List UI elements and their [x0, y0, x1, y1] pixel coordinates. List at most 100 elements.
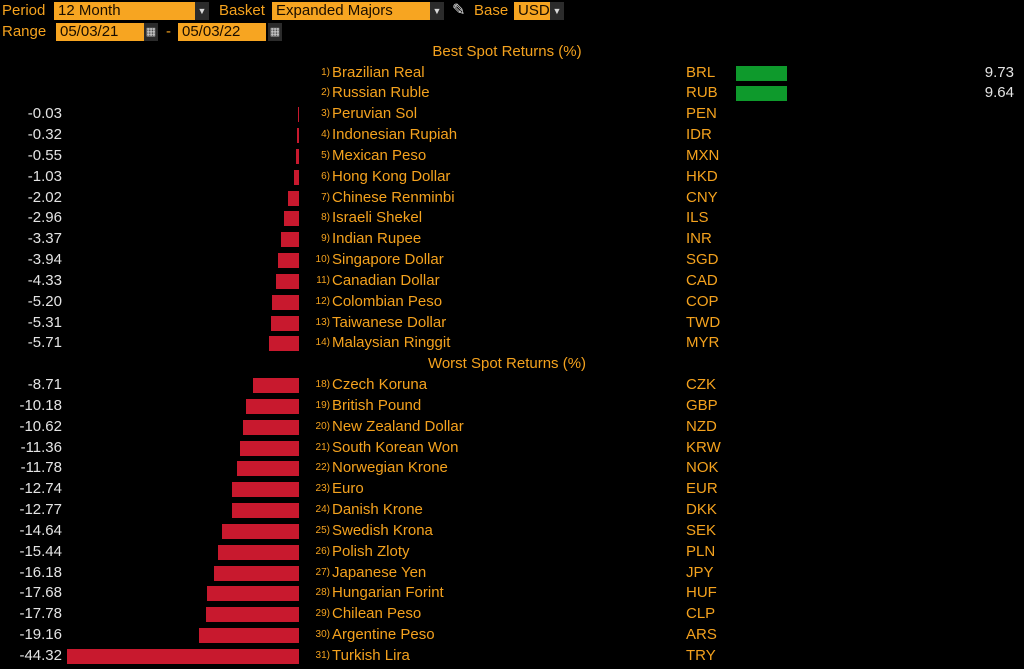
positive-return-bar	[736, 86, 787, 102]
rank-number: 27)	[315, 566, 330, 578]
currency-name[interactable]: Indian Rupee	[332, 230, 422, 248]
range-end-input[interactable]: 05/03/22	[178, 23, 266, 41]
currency-row[interactable]: 9.64 2) Russian Ruble RUB	[0, 83, 1024, 103]
currency-code: MYR	[686, 334, 720, 352]
rank-number: 19)	[315, 399, 330, 411]
currency-name[interactable]: Chilean Peso	[332, 605, 422, 623]
negative-return-bar	[293, 169, 299, 185]
currency-row[interactable]: -3.94 10) Singapore Dollar SGD	[0, 250, 1024, 270]
currency-row[interactable]: -8.71 18) Czech Koruna CZK	[0, 375, 1024, 395]
currency-name[interactable]: Taiwanese Dollar	[332, 313, 447, 331]
currency-row[interactable]: -5.71 14) Malaysian Ringgit MYR	[0, 333, 1024, 353]
currency-name[interactable]: Czech Koruna	[332, 376, 428, 393]
return-value-label: -3.37	[27, 230, 62, 248]
base-dropdown-icon[interactable]: ▼	[550, 2, 564, 20]
currency-row[interactable]: -14.64 25) Swedish Krona SEK	[0, 521, 1024, 541]
currency-row[interactable]: -0.03 3) Peruvian Sol PEN	[0, 104, 1024, 124]
currency-row[interactable]: -0.55 5) Mexican Peso MXN	[0, 146, 1024, 166]
currency-row[interactable]: -11.78 22) Norwegian Krone NOK	[0, 458, 1024, 478]
rank-number: 4)	[321, 129, 330, 140]
currency-row[interactable]: -17.68 28) Hungarian Forint HUF	[0, 583, 1024, 603]
currency-code: NZD	[686, 417, 717, 435]
currency-row[interactable]: -44.32 31) Turkish Lira TRY	[0, 646, 1024, 666]
currency-row[interactable]: -2.02 7) Chinese Renminbi CNY	[0, 188, 1024, 208]
currency-row[interactable]: -10.62 20) New Zealand Dollar NZD	[0, 417, 1024, 437]
rank-number: 30)	[315, 629, 330, 640]
return-value-label: 9.73	[984, 63, 1014, 81]
return-value-label: -10.62	[19, 417, 62, 435]
currency-code: CNY	[686, 188, 718, 206]
currency-code: JPY	[686, 563, 714, 581]
currency-row[interactable]: -2.96 8) Israeli Shekel ILS	[0, 208, 1024, 228]
edit-pencil-icon[interactable]: ✎	[452, 2, 466, 19]
currency-row[interactable]: -0.32 4) Indonesian Rupiah IDR	[0, 125, 1024, 145]
currency-name[interactable]: Norwegian Krone	[332, 459, 448, 477]
range-start-input[interactable]: 05/03/21	[56, 23, 144, 41]
currency-name[interactable]: Malaysian Ringgit	[332, 334, 451, 352]
currency-row[interactable]: -12.77 24) Danish Krone DKK	[0, 500, 1024, 520]
currency-name[interactable]: Colombian Peso	[332, 292, 443, 310]
currency-name[interactable]: Swedish Krona	[332, 521, 433, 539]
period-select[interactable]: 12 Month	[54, 2, 195, 20]
currency-name[interactable]: Mexican Peso	[332, 146, 427, 164]
currency-name[interactable]: Euro	[332, 480, 364, 498]
currency-name[interactable]: Singapore Dollar	[332, 251, 444, 268]
currency-row[interactable]: -3.37 9) Indian Rupee INR	[0, 229, 1024, 249]
negative-return-bar	[278, 253, 299, 268]
currency-name[interactable]: Hong Kong Dollar	[332, 167, 451, 185]
currency-name[interactable]: Indonesian Rupiah	[332, 126, 458, 143]
period-dropdown-icon[interactable]: ▼	[195, 2, 209, 20]
negative-return-bar	[297, 128, 299, 143]
rank-number: 29)	[315, 608, 330, 620]
currency-row[interactable]: -5.31 13) Taiwanese Dollar TWD	[0, 313, 1024, 333]
currency-row[interactable]: -16.18 27) Japanese Yen JPY	[0, 563, 1024, 583]
currency-name[interactable]: Polish Zloty	[332, 542, 410, 560]
currency-name[interactable]: British Pound	[332, 396, 422, 414]
currency-code: ILS	[686, 209, 709, 227]
currency-row[interactable]: -11.36 21) South Korean Won KRW	[0, 438, 1024, 458]
currency-name[interactable]: Argentine Peso	[332, 626, 435, 643]
currency-row[interactable]: -12.74 23) Euro EUR	[0, 479, 1024, 499]
currency-row[interactable]: -10.18 19) British Pound GBP	[0, 396, 1024, 416]
currency-row[interactable]: -1.03 6) Hong Kong Dollar HKD	[0, 167, 1024, 187]
currency-row[interactable]: -19.16 30) Argentine Peso ARS	[0, 625, 1024, 645]
basket-dropdown-icon[interactable]: ▼	[430, 2, 444, 20]
return-value-label: -3.94	[27, 251, 62, 268]
currency-name[interactable]: Canadian Dollar	[332, 271, 440, 289]
negative-return-bar	[296, 148, 299, 164]
currency-code: EUR	[686, 480, 718, 498]
negative-return-bar	[237, 461, 299, 477]
currency-row[interactable]: 9.73 1) Brazilian Real BRL	[0, 63, 1024, 83]
rank-number: 5)	[321, 149, 330, 161]
currency-row[interactable]: -15.44 26) Polish Zloty PLN	[0, 542, 1024, 562]
currency-name[interactable]: Russian Ruble	[332, 84, 430, 102]
return-value-label: -0.03	[27, 105, 62, 123]
negative-return-bar	[198, 628, 299, 643]
range-start-calendar-icon[interactable]: ▦	[144, 23, 158, 41]
currency-name[interactable]: Japanese Yen	[332, 563, 427, 581]
return-value-label: -5.31	[27, 313, 62, 331]
currency-name[interactable]: Peruvian Sol	[332, 105, 418, 123]
rank-number: 21)	[315, 441, 330, 453]
positive-return-bar	[736, 65, 787, 81]
base-select[interactable]: USD	[514, 2, 550, 20]
negative-return-bar	[239, 440, 299, 456]
basket-select[interactable]: Expanded Majors	[272, 2, 430, 20]
rank-number: 12)	[315, 295, 330, 307]
currency-row[interactable]: -5.20 12) Colombian Peso COP	[0, 292, 1024, 312]
currency-name[interactable]: Brazilian Real	[332, 63, 425, 81]
rank-number: 23)	[315, 483, 330, 495]
negative-return-bar	[281, 232, 299, 248]
currency-name[interactable]: Israeli Shekel	[332, 209, 423, 227]
currency-row[interactable]: -4.33 11) Canadian Dollar CAD	[0, 271, 1024, 291]
currency-name[interactable]: New Zealand Dollar	[332, 417, 464, 435]
currency-code: CZK	[686, 376, 716, 393]
currency-name[interactable]: Turkish Lira	[332, 646, 410, 664]
currency-name[interactable]: Hungarian Forint	[332, 584, 444, 602]
currency-name[interactable]: South Korean Won	[332, 438, 459, 456]
currency-name[interactable]: Danish Krone	[332, 501, 423, 518]
currency-name[interactable]: Chinese Renminbi	[332, 188, 455, 206]
range-end-calendar-icon[interactable]: ▦	[268, 23, 282, 41]
rank-number: 7)	[321, 191, 330, 203]
currency-row[interactable]: -17.78 29) Chilean Peso CLP	[0, 604, 1024, 624]
